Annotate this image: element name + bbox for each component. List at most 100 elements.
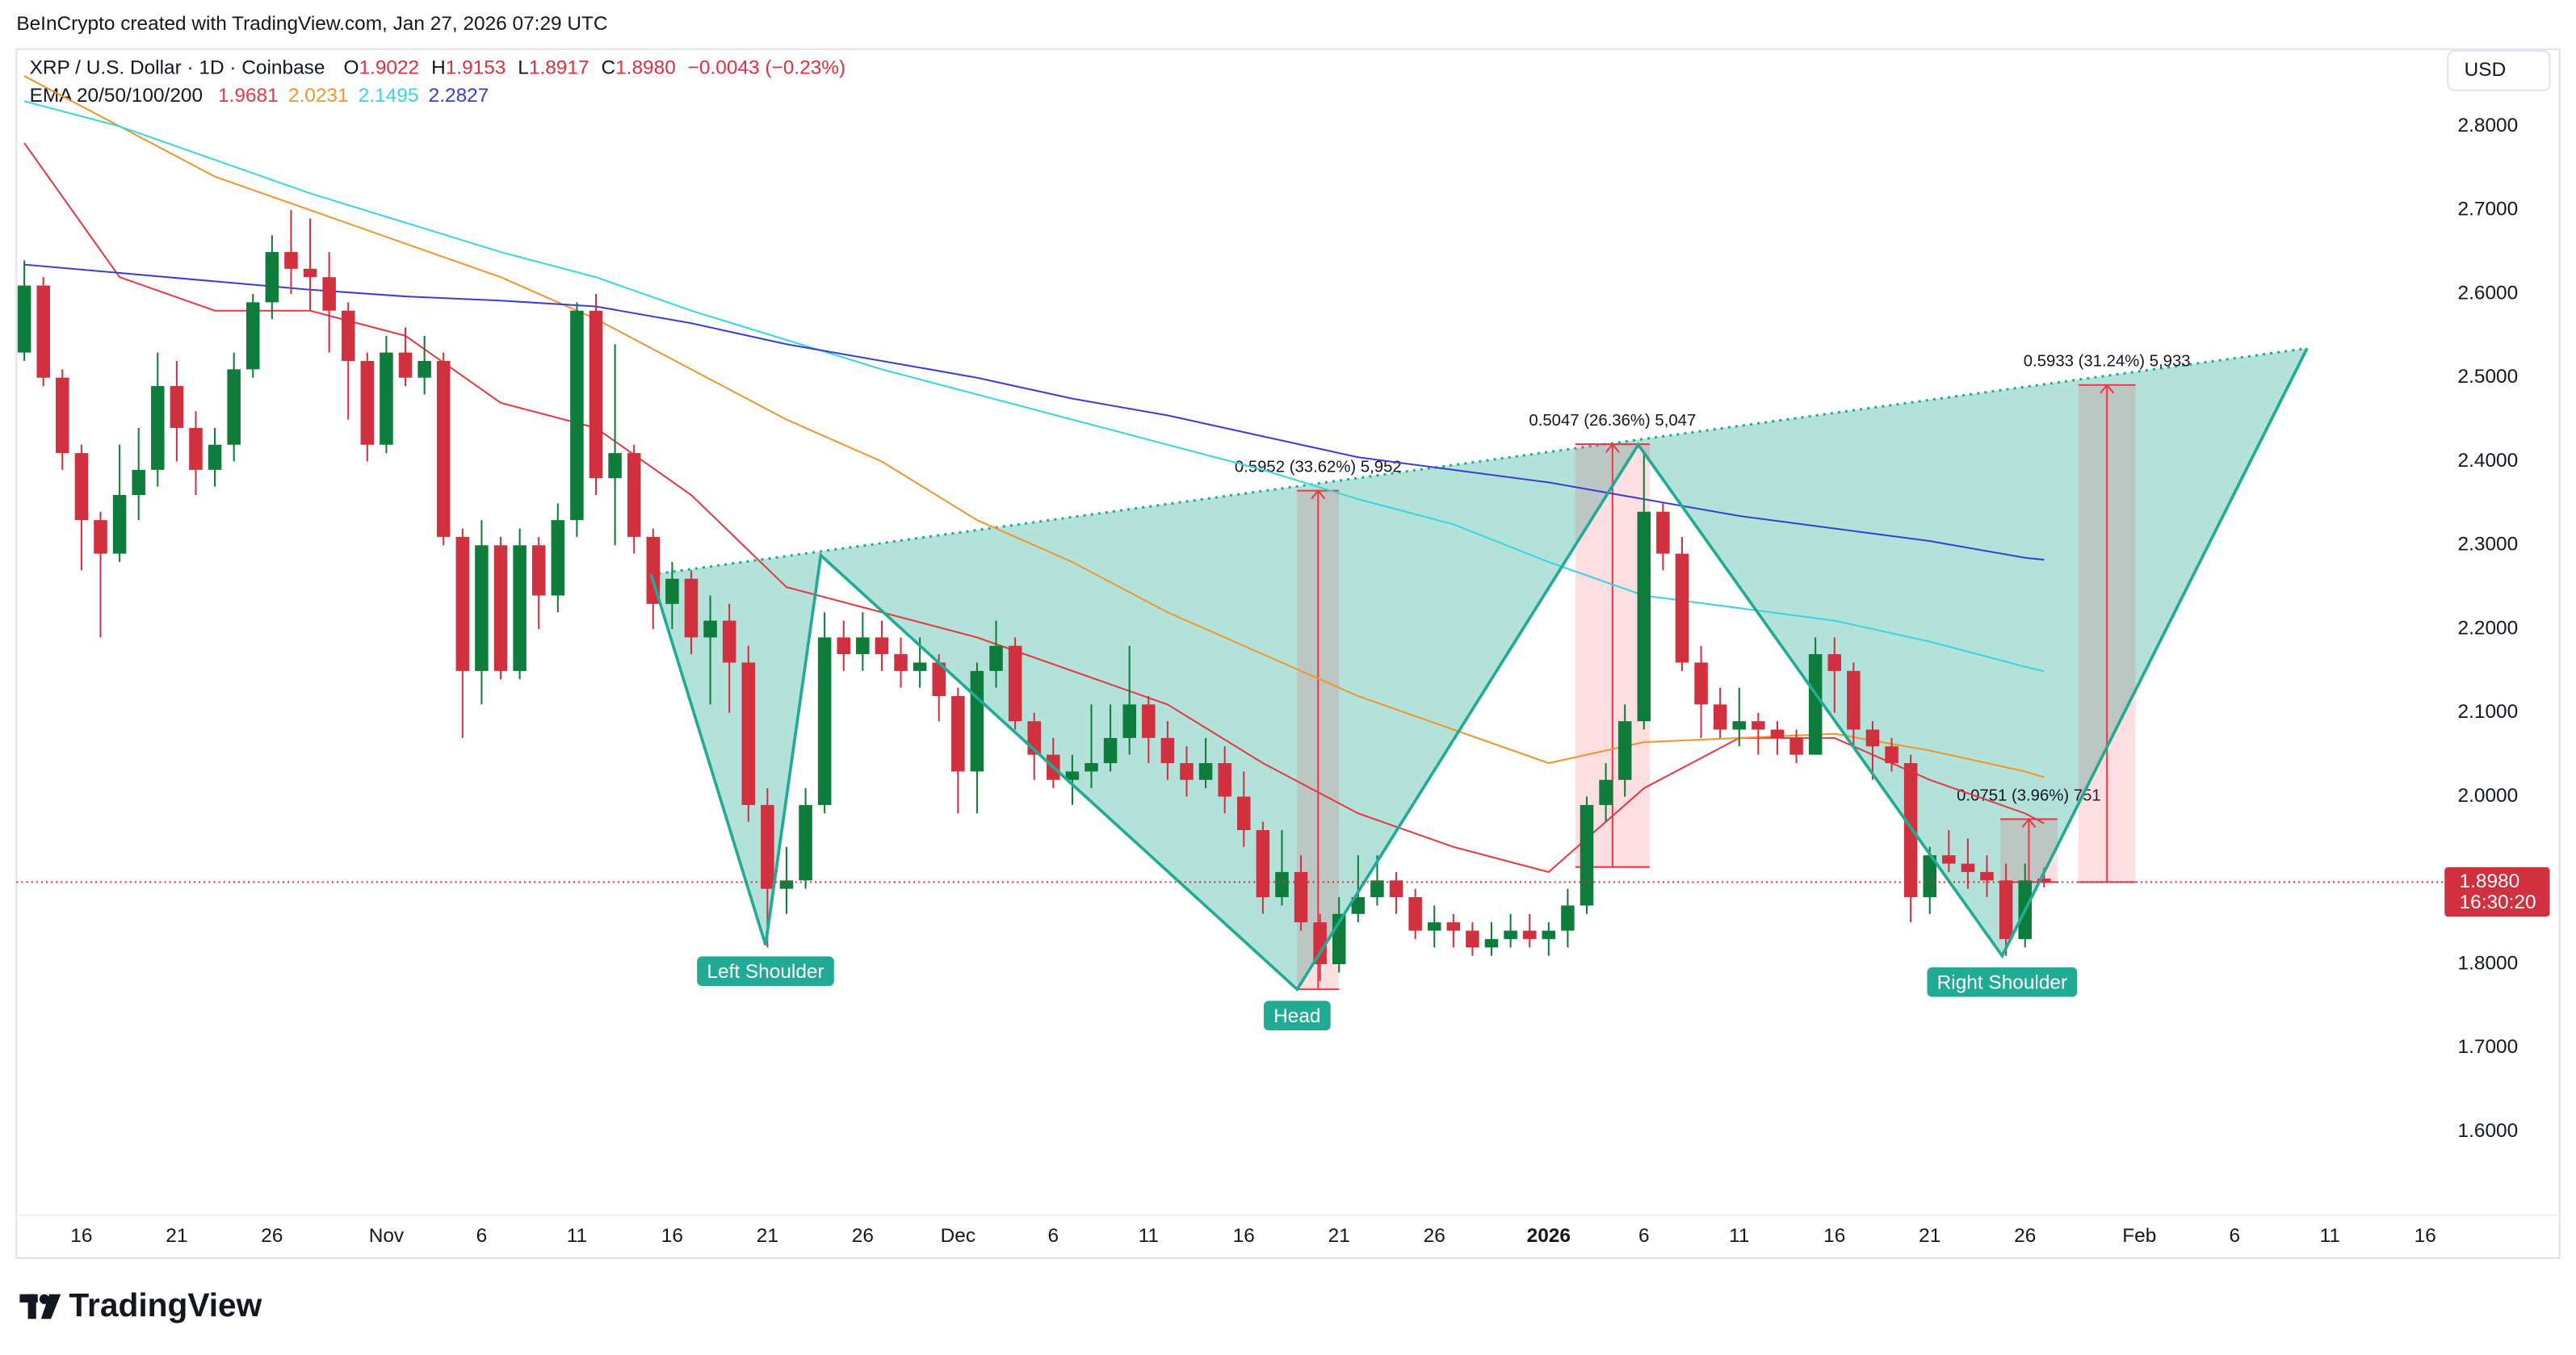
candle-body: [1065, 771, 1080, 780]
x-tick-label: 21: [166, 1225, 187, 1247]
pattern-label-box: [1263, 1001, 1331, 1031]
x-tick-label: 26: [261, 1225, 283, 1247]
y-tick-label: 2.3000: [2458, 534, 2519, 556]
candle-body: [341, 310, 355, 361]
x-tick-label: 16: [1233, 1225, 1255, 1247]
candle-body: [1942, 855, 1956, 864]
countdown: 16:30:20: [2460, 891, 2536, 913]
ema-value: 2.1495: [359, 85, 419, 107]
x-tick-label: 11: [1729, 1225, 1749, 1247]
candle-body: [513, 545, 527, 671]
candle-body: [875, 637, 889, 655]
pattern-label: Head: [1273, 1005, 1320, 1027]
y-tick-label: 2.7000: [2458, 199, 2519, 220]
candle-body: [1770, 729, 1785, 738]
y-tick-label: 2.5000: [2458, 366, 2519, 388]
candle-body: [837, 637, 851, 655]
ema-line: [24, 263, 2045, 561]
candle-body: [1617, 721, 1632, 780]
candle-body: [741, 662, 756, 805]
ohlc-value: 1.8917: [529, 57, 589, 79]
candle-body: [913, 662, 927, 671]
ohlc-key: H: [431, 57, 446, 79]
x-tick-label: 21: [757, 1225, 778, 1247]
ohlc-value: 1.9153: [446, 57, 506, 79]
y-tick-label: 2.6000: [2458, 282, 2519, 304]
measure-arrowhead: [2100, 384, 2115, 394]
ema-title: EMA 20/50/100/200: [30, 85, 203, 107]
plot-area: 2.8000 2.7000 2.6000 2.5000 2.4000 2.3000 2.20…: [16, 75, 2550, 1247]
x-tick-label: 6: [1048, 1225, 1059, 1247]
x-tick-label: 26: [1424, 1225, 1445, 1247]
candle-body: [1999, 880, 2013, 939]
candle-body: [360, 360, 375, 445]
candle-body: [970, 670, 984, 772]
candle-body: [208, 444, 222, 470]
candle-body: [112, 494, 127, 554]
pattern-label-box: [697, 956, 834, 987]
candle-body: [989, 645, 1003, 671]
x-tick-label: 2026: [1527, 1225, 1571, 1247]
candle-body: [1466, 930, 1479, 948]
currency[interactable]: USD: [2465, 59, 2507, 81]
x-tick-label: 6: [2229, 1225, 2240, 1247]
candle-body: [1294, 871, 1308, 923]
candle-body: [74, 453, 89, 521]
x-tick-label: 26: [2014, 1225, 2036, 1247]
pattern-outline: [649, 347, 2309, 992]
candle-body: [1504, 930, 1517, 939]
currency-box[interactable]: [2447, 50, 2551, 91]
candle-body: [1675, 553, 1689, 663]
measure-arrowhead: [1605, 443, 1620, 453]
x-tick-label: Nov: [369, 1225, 405, 1247]
candle-body: [608, 453, 622, 479]
x-tick-label: 16: [70, 1225, 92, 1247]
candle-body: [1732, 721, 1747, 730]
candle-body: [1637, 511, 1651, 722]
candle-body: [665, 578, 679, 604]
candle-body: [398, 352, 413, 378]
candle-body: [94, 520, 107, 554]
candle-body: [246, 302, 260, 370]
candle-body: [436, 360, 451, 537]
candle-body: [627, 453, 641, 537]
candle-body: [265, 252, 279, 303]
candle-body: [1580, 804, 1594, 906]
candle-body: [322, 277, 336, 311]
candle-body: [1427, 922, 1441, 931]
x-tick-label: 16: [661, 1225, 683, 1247]
candle-body: [1752, 721, 1765, 730]
candle-body: [570, 310, 584, 521]
candle-body: [1198, 763, 1213, 780]
brand-logo: [19, 1294, 61, 1319]
candle-body: [856, 637, 870, 655]
y-tick-label: 1.8000: [2458, 952, 2519, 974]
change: −0.0043 (−0.23%): [688, 57, 845, 79]
measure-label: 0.5933 (31.24%) 5,933: [2024, 353, 2191, 371]
pattern-fill: [651, 348, 2307, 990]
candle-body: [2037, 878, 2051, 883]
symbol: XRP / U.S. Dollar · 1D · Coinbase: [30, 57, 325, 79]
candle-body: [132, 469, 145, 495]
x-tick-label: 16: [1823, 1225, 1845, 1247]
candle-body: [1237, 796, 1251, 831]
candle-body: [380, 352, 393, 445]
candle-body: [1446, 922, 1461, 931]
candle-body: [932, 662, 946, 697]
candle-body: [1923, 855, 1936, 898]
measure-label: 0.5952 (33.62%) 5,952: [1235, 458, 1402, 476]
credit: BeInCrypto created with TradingView.com,…: [16, 13, 607, 35]
candle-body: [17, 285, 31, 353]
ohlc-key: O: [344, 57, 359, 79]
x-tick-label: 11: [2320, 1225, 2340, 1247]
y-tick-label: 1.6000: [2458, 1120, 2519, 1142]
ohlc-value: 1.9022: [359, 57, 419, 79]
y-tick-label: 1.7000: [2458, 1036, 2519, 1058]
measure-arrowhead: [2021, 817, 2037, 829]
candle-body: [1085, 763, 1098, 772]
symbol-legend: XRP / U.S. Dollar · 1D · Coinbase O1.902…: [30, 57, 846, 79]
candle-body: [1180, 763, 1194, 780]
candle-body: [1218, 763, 1231, 797]
x-tick-label: Dec: [941, 1225, 975, 1247]
